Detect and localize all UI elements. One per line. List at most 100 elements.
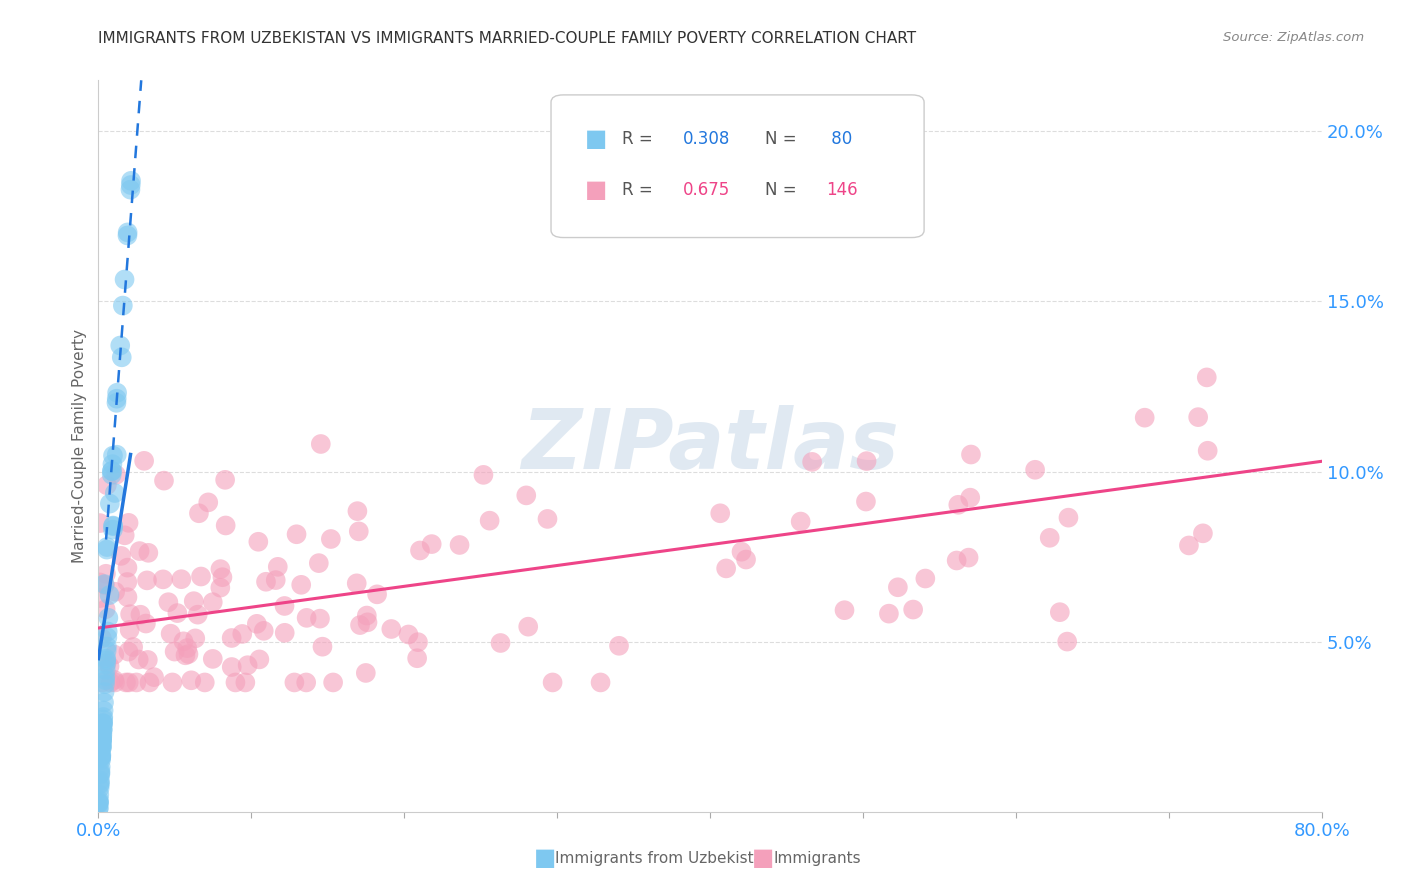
Point — [247, 534, 270, 549]
Point — [89, 516, 111, 530]
Point — [319, 532, 342, 546]
Point — [735, 552, 758, 566]
Point — [120, 183, 142, 197]
Point — [118, 623, 141, 637]
Point — [233, 675, 256, 690]
Point — [104, 584, 127, 599]
Point — [101, 464, 124, 478]
Point — [91, 733, 114, 747]
Point — [96, 542, 118, 557]
Point — [89, 773, 111, 788]
Point — [517, 620, 540, 634]
Point — [90, 749, 112, 764]
Point — [211, 570, 233, 584]
Point — [346, 576, 368, 591]
Point — [406, 651, 429, 665]
Point — [380, 622, 402, 636]
Point — [138, 546, 160, 560]
Point — [236, 658, 259, 673]
Point — [105, 467, 128, 482]
Point — [90, 740, 112, 755]
Point — [166, 606, 188, 620]
Text: R =: R = — [621, 130, 658, 148]
Point — [104, 675, 127, 690]
Point — [1192, 526, 1215, 541]
Point — [197, 495, 219, 509]
Point — [960, 448, 983, 462]
Text: 0.308: 0.308 — [683, 130, 731, 148]
Point — [180, 673, 202, 688]
Point — [96, 631, 118, 645]
Text: ■: ■ — [585, 178, 607, 202]
Point — [101, 519, 124, 533]
Point — [135, 616, 157, 631]
Point — [96, 651, 118, 665]
Point — [110, 549, 132, 563]
Point — [94, 663, 117, 677]
Point — [111, 351, 134, 365]
Text: R =: R = — [621, 181, 658, 199]
Point — [114, 528, 136, 542]
Point — [91, 730, 114, 744]
Point — [152, 573, 174, 587]
Point — [959, 491, 981, 505]
Point — [354, 665, 377, 680]
Point — [274, 625, 297, 640]
Point — [187, 607, 209, 622]
Point — [184, 632, 207, 646]
Point — [101, 457, 124, 471]
Point — [541, 675, 564, 690]
Point — [96, 478, 118, 492]
Point — [129, 607, 152, 622]
Point — [246, 616, 269, 631]
Point — [187, 506, 209, 520]
Point — [87, 796, 110, 810]
Point — [1056, 634, 1078, 648]
Point — [134, 454, 156, 468]
Point — [183, 594, 205, 608]
Point — [91, 727, 114, 741]
Point — [209, 562, 232, 576]
Point — [91, 675, 114, 690]
Point — [94, 657, 117, 672]
Point — [214, 473, 236, 487]
Point — [101, 518, 124, 533]
Point — [855, 454, 877, 468]
Point — [285, 527, 308, 541]
Point — [94, 566, 117, 581]
Point — [409, 543, 432, 558]
Point — [1024, 463, 1046, 477]
Point — [308, 556, 330, 570]
Point — [138, 675, 160, 690]
Point — [110, 338, 132, 352]
Point — [349, 618, 371, 632]
Point — [1197, 443, 1219, 458]
Point — [221, 660, 243, 674]
Point — [89, 766, 111, 780]
Point — [117, 226, 139, 240]
Point — [97, 611, 120, 625]
Point — [105, 392, 128, 406]
Point — [789, 515, 811, 529]
Point — [89, 591, 111, 605]
Text: Immigrants: Immigrants — [773, 851, 860, 865]
Point — [98, 497, 121, 511]
Point — [89, 575, 111, 590]
Point — [103, 648, 125, 662]
Point — [96, 653, 118, 667]
Point — [201, 652, 224, 666]
Point — [93, 696, 115, 710]
Point — [264, 573, 287, 587]
Point — [89, 777, 111, 791]
Point — [94, 602, 117, 616]
Point — [1195, 370, 1218, 384]
Point — [209, 581, 232, 595]
Point — [87, 793, 110, 807]
Point — [89, 767, 111, 781]
Point — [93, 704, 115, 718]
Point — [356, 608, 378, 623]
Point — [295, 611, 318, 625]
Point — [887, 580, 910, 594]
Point — [91, 724, 114, 739]
Point — [194, 675, 217, 690]
